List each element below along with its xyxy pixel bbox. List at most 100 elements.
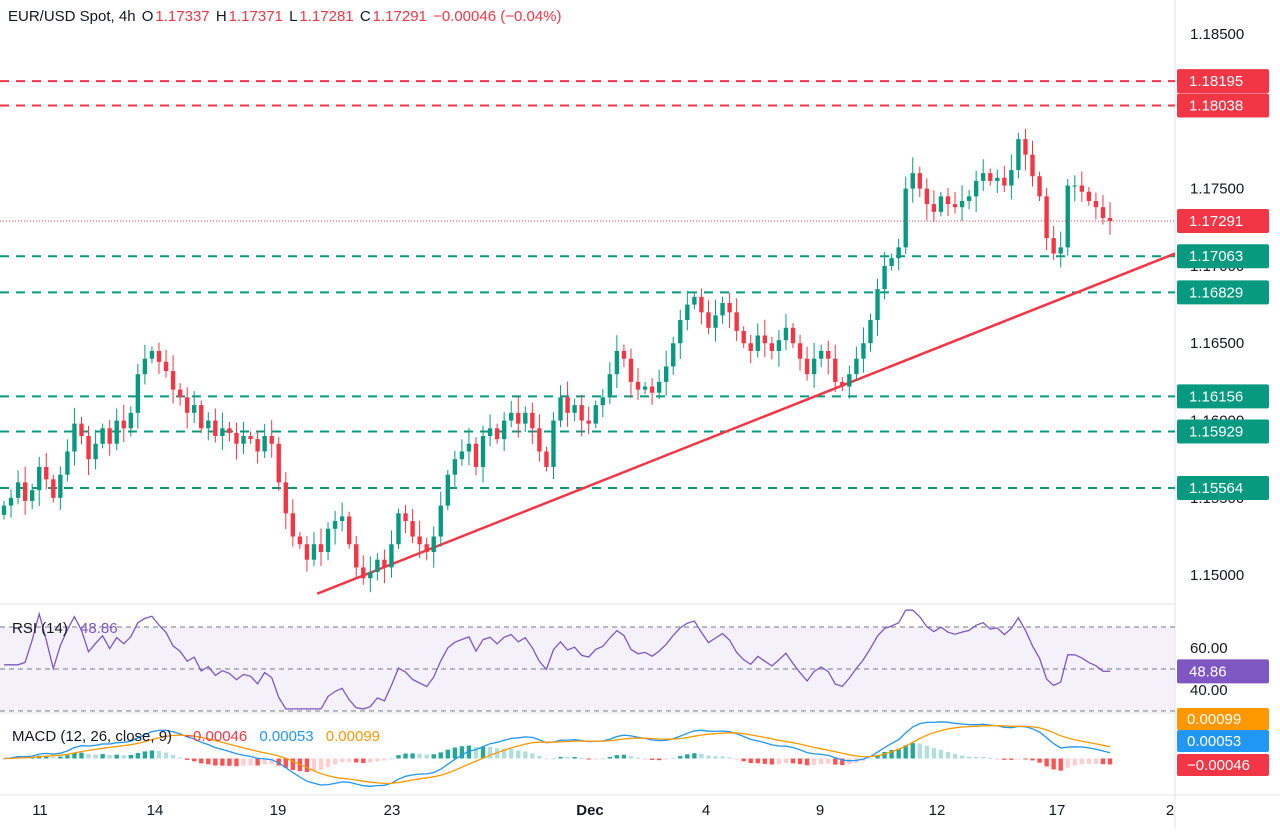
macd-histogram-bar bbox=[995, 758, 1000, 760]
macd-histogram-bar bbox=[65, 755, 70, 759]
macd-histogram-bar bbox=[480, 746, 486, 759]
candle-body bbox=[227, 428, 232, 433]
candle-body bbox=[51, 479, 56, 498]
candle-body bbox=[959, 201, 965, 208]
macd-histogram-bar bbox=[1079, 758, 1085, 765]
candle-body bbox=[762, 335, 767, 344]
price-tick-label: 1.15000 bbox=[1190, 567, 1244, 584]
macd-histogram-bar bbox=[910, 743, 915, 759]
macd-histogram-bar bbox=[692, 753, 697, 759]
candle-body bbox=[896, 247, 901, 259]
macd-histogram-bar bbox=[410, 753, 415, 759]
candle-body bbox=[15, 482, 21, 498]
candle-body bbox=[649, 386, 655, 393]
macd-value-badge bbox=[1177, 730, 1269, 752]
macd-histogram-bar bbox=[593, 758, 598, 760]
close-label: C bbox=[359, 8, 371, 25]
macd-histogram-bar bbox=[678, 756, 683, 759]
candle-body bbox=[847, 374, 852, 387]
candle-body bbox=[1023, 139, 1028, 155]
macd-histogram-bar bbox=[614, 755, 620, 759]
level-badge-label: 1.17063 bbox=[1189, 248, 1243, 265]
candle-body bbox=[692, 296, 697, 305]
candle-body bbox=[875, 289, 880, 321]
candle-body bbox=[206, 420, 211, 429]
level-badge-label: 1.15929 bbox=[1189, 424, 1243, 441]
candle-body bbox=[579, 405, 584, 421]
macd-histogram-bar bbox=[361, 758, 366, 764]
macd-histogram-bar bbox=[283, 758, 288, 768]
macd-histogram-bar bbox=[973, 756, 979, 759]
macd-histogram-bar bbox=[988, 757, 993, 759]
macd-histogram-bar bbox=[1, 758, 7, 760]
macd-histogram-bar bbox=[417, 753, 422, 759]
macd-histogram-bar bbox=[375, 758, 380, 762]
candle-body bbox=[86, 436, 91, 460]
candle-body bbox=[656, 381, 662, 393]
candle-body bbox=[593, 405, 598, 424]
candle-body bbox=[248, 436, 253, 440]
macd-histogram-bar bbox=[1065, 758, 1070, 768]
macd-histogram-bar bbox=[776, 758, 782, 765]
candle-body bbox=[255, 439, 260, 452]
macd-histogram-bar bbox=[656, 758, 662, 761]
candle-body bbox=[199, 405, 204, 429]
macd-histogram-bar bbox=[720, 756, 725, 759]
candle-body bbox=[234, 432, 239, 444]
macd-histogram-bar bbox=[501, 748, 507, 759]
macd-histogram-bar bbox=[452, 747, 458, 759]
macd-histogram-bar bbox=[1107, 758, 1113, 765]
macd-histogram-bar bbox=[783, 758, 789, 764]
macd-histogram-bar bbox=[262, 758, 267, 765]
candle-body bbox=[973, 180, 979, 197]
macd-legend[interactable]: MACD (12, 26, close, 9) −0.00046 0.00053… bbox=[12, 728, 388, 745]
macd-histogram-bar bbox=[579, 758, 584, 760]
candle-body bbox=[642, 386, 648, 390]
price-tick-label: 1.16500 bbox=[1190, 335, 1244, 352]
symbol-name[interactable]: EUR/USD Spot, 4h bbox=[8, 8, 136, 25]
candle-body bbox=[438, 505, 443, 537]
macd-histogram-bar bbox=[255, 758, 260, 766]
candle-body bbox=[1100, 207, 1106, 219]
candle-body bbox=[840, 381, 845, 387]
macd-histogram-bar bbox=[1037, 758, 1042, 763]
candle-body bbox=[945, 196, 951, 205]
macd-histogram-bar bbox=[572, 757, 577, 759]
macd-histogram-bar bbox=[1016, 758, 1021, 760]
macd-histogram-bar bbox=[142, 751, 148, 759]
macd-histogram-bar bbox=[516, 750, 521, 759]
macd-histogram-bar bbox=[170, 754, 176, 759]
candle-body bbox=[868, 320, 873, 344]
candle-body bbox=[1044, 196, 1049, 239]
candle-body bbox=[621, 350, 627, 359]
candle-body bbox=[586, 420, 591, 424]
macd-histogram-bar bbox=[382, 758, 387, 761]
macd-histogram-bar bbox=[509, 749, 514, 759]
candle-body bbox=[1, 505, 7, 515]
macd-histogram-bar bbox=[424, 754, 429, 759]
macd-histogram-bar bbox=[332, 758, 338, 765]
macd-histogram-bar bbox=[184, 758, 190, 760]
macd-histogram-bar bbox=[135, 753, 141, 759]
candle-body bbox=[8, 497, 14, 506]
candle-body bbox=[107, 428, 112, 444]
candle-body bbox=[685, 304, 690, 321]
macd-histogram-bar bbox=[959, 755, 965, 759]
rsi-line bbox=[4, 609, 1111, 710]
rsi-legend[interactable]: RSI (14) 48.86 bbox=[12, 620, 126, 637]
candle-body bbox=[339, 516, 345, 522]
macd-histogram-bar bbox=[1030, 758, 1035, 761]
macd-histogram-bar bbox=[762, 758, 767, 764]
candle-body bbox=[734, 312, 739, 331]
macd-histogram-bar bbox=[473, 747, 479, 759]
candle-body bbox=[931, 204, 937, 212]
macd-histogram-bar bbox=[741, 758, 746, 762]
time-tick-label: 12 bbox=[929, 802, 946, 819]
macd-histogram-bar bbox=[523, 751, 528, 759]
macd-histogram-bar bbox=[790, 758, 796, 764]
macd-histogram-bar bbox=[797, 758, 803, 765]
macd-histogram-bar bbox=[51, 756, 56, 759]
time-tick-label: 11 bbox=[32, 802, 48, 819]
